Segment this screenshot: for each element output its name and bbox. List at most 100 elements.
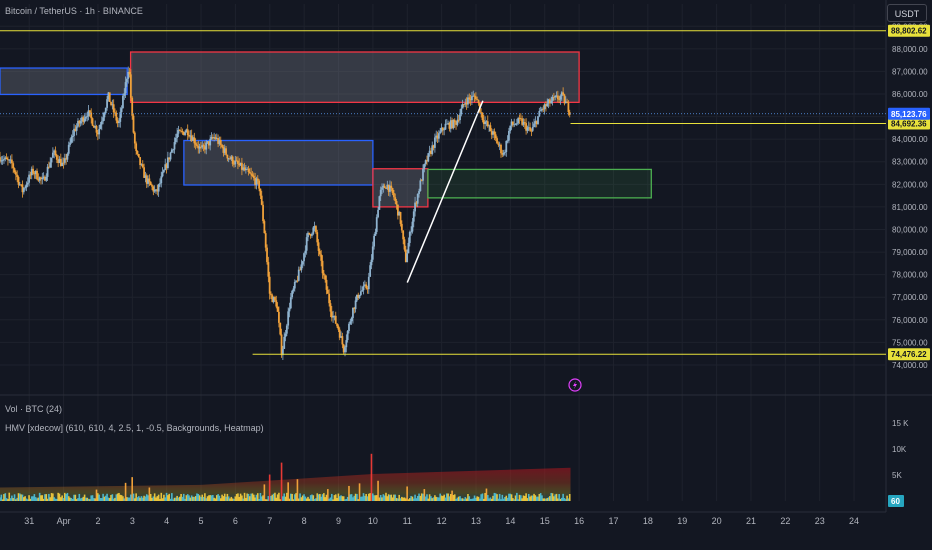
candle-body <box>108 92 111 102</box>
candle-body <box>291 290 294 298</box>
volume-bar <box>239 493 242 501</box>
candle-body <box>30 168 33 176</box>
candle-body <box>17 177 20 185</box>
volume-bar <box>79 498 82 501</box>
candle-body <box>185 129 188 133</box>
volume-bar <box>190 495 193 501</box>
volume-bar <box>153 493 156 501</box>
candle-body <box>285 325 288 334</box>
demand-zone[interactable] <box>183 139 374 186</box>
x-tick-label: 31 <box>24 516 34 526</box>
volume-bar <box>267 496 270 501</box>
candle-body <box>141 164 144 168</box>
volume-bar <box>543 498 546 501</box>
candle-body <box>9 159 12 161</box>
volume-bar <box>139 497 141 501</box>
volume-bar <box>527 493 530 501</box>
volume-bar <box>247 493 250 501</box>
candle-body <box>90 112 93 119</box>
trendline[interactable] <box>406 100 484 283</box>
candle-body <box>468 97 471 99</box>
currency-button[interactable]: USDT <box>887 4 927 22</box>
volume-bar <box>566 495 568 501</box>
volume-bar <box>180 493 182 501</box>
volume-bar <box>120 495 123 501</box>
candle-body <box>328 293 331 304</box>
candle-body <box>289 297 292 309</box>
volume-bar <box>275 497 278 501</box>
volume-value-tag <box>888 495 904 507</box>
volume-bar <box>471 498 473 501</box>
x-tick-label: 23 <box>815 516 825 526</box>
candle-body <box>92 125 95 128</box>
volume-bar <box>163 494 165 501</box>
candle-body <box>519 118 522 120</box>
candle-body <box>406 253 409 263</box>
candle-body <box>234 160 237 165</box>
volume-bar <box>37 497 40 501</box>
candle-body <box>349 321 352 324</box>
candle-body <box>439 131 442 134</box>
volume-bar <box>497 498 500 501</box>
volume-bar <box>452 494 455 501</box>
volume-bar <box>305 498 308 501</box>
volume-bar <box>469 498 472 501</box>
flash-icon[interactable] <box>568 378 582 392</box>
candle-body <box>358 294 361 299</box>
volume-bar <box>227 496 230 501</box>
fvg-zone[interactable] <box>427 168 652 199</box>
supply-zone[interactable] <box>129 51 580 104</box>
candle-body <box>357 294 360 299</box>
candle-body <box>326 289 329 294</box>
candle-body <box>73 128 75 136</box>
volume-bar <box>364 495 366 501</box>
y-tick-label: 79,000.00 <box>892 248 928 257</box>
candle-body <box>552 97 555 98</box>
volume-bar <box>123 498 126 501</box>
candle-body <box>164 164 167 171</box>
hmv-indicator-label[interactable]: HMV [xdecow] (610, 610, 4, 2.5, 1, -0.5,… <box>5 423 264 433</box>
volume-bar <box>473 495 476 501</box>
volume-bar <box>118 492 120 501</box>
y-tick-label: 82,000.00 <box>892 180 928 189</box>
volume-bar <box>542 498 545 501</box>
volume-bar <box>513 499 516 501</box>
candle-body <box>505 140 508 152</box>
volume-bar <box>457 496 460 501</box>
candle-body <box>386 184 389 189</box>
candle-body <box>25 184 28 188</box>
candle-body <box>272 297 275 303</box>
candle-body <box>210 137 213 139</box>
volume-bar <box>126 497 128 501</box>
volume-bar <box>518 494 521 501</box>
volume-bar <box>97 493 99 501</box>
volume-bar <box>319 494 321 501</box>
volume-indicator-label[interactable]: Vol · BTC (24) <box>5 404 63 414</box>
candle-body <box>53 150 56 153</box>
candle-body <box>451 120 453 129</box>
candle-body <box>322 273 325 276</box>
candle-body <box>128 71 131 75</box>
volume-bar <box>107 497 110 501</box>
candle-body <box>365 284 368 289</box>
volume-bar <box>62 498 65 501</box>
candle-body <box>280 334 283 356</box>
volume-bar <box>427 498 430 501</box>
candle-body <box>213 137 216 139</box>
candle-body <box>186 129 189 135</box>
volume-bar <box>253 494 255 501</box>
volume-bar <box>28 495 30 501</box>
demand-zone[interactable] <box>0 67 128 96</box>
volume-bar <box>266 499 268 501</box>
candle-body <box>274 297 276 301</box>
candle-body <box>299 269 301 271</box>
candle-body <box>182 131 185 135</box>
candle-body <box>415 202 418 204</box>
volume-bar <box>238 496 241 501</box>
level-price-tag <box>888 348 930 361</box>
volume-bar <box>188 495 190 501</box>
candle-body <box>309 234 312 236</box>
candle-body <box>436 135 439 139</box>
candle-body <box>402 230 405 240</box>
